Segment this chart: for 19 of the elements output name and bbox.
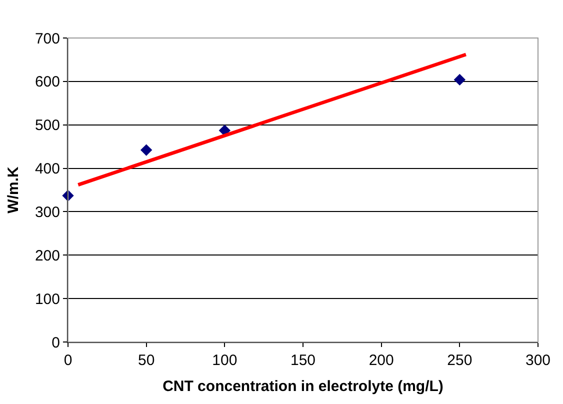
x-tick-label: 100 — [212, 352, 238, 369]
x-tick-label: 150 — [290, 352, 316, 369]
y-tick-label: 500 — [34, 117, 60, 134]
x-tick-label: 50 — [138, 352, 155, 369]
y-tick-label: 700 — [34, 30, 60, 48]
y-tick-label: 0 — [52, 334, 60, 352]
point — [140, 144, 152, 156]
y-axis-title: W/m.K — [5, 166, 22, 214]
y-tick-label: 200 — [34, 247, 60, 264]
x-tick-label: 300 — [525, 352, 551, 369]
y-tick-label: 600 — [34, 74, 60, 91]
point — [454, 74, 466, 86]
x-tick-label: 250 — [447, 352, 472, 369]
y-tick-label: 300 — [34, 204, 60, 221]
y-tick-label: 100 — [34, 290, 60, 308]
x-tick-label: 0 — [64, 352, 72, 369]
y-tick-label: 400 — [34, 160, 60, 178]
x-tick-label: 200 — [368, 352, 394, 369]
x-axis-title: CNT concentration in electrolyte (mg/L) — [162, 378, 444, 395]
